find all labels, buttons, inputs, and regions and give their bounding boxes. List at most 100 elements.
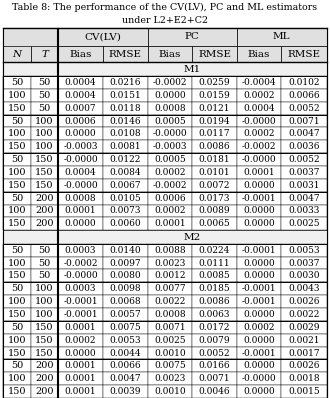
Text: -0.0001: -0.0001	[242, 284, 277, 293]
Bar	[31, 359, 58, 372]
Bar	[103, 46, 148, 62]
Bar	[281, 244, 327, 257]
Text: -0.0001: -0.0001	[242, 349, 277, 357]
Text: 150: 150	[8, 349, 26, 357]
Bar	[3, 179, 31, 192]
Bar	[31, 46, 58, 62]
Bar	[3, 89, 31, 102]
Text: 0.0033: 0.0033	[288, 207, 320, 215]
Text: RMSE: RMSE	[109, 50, 142, 59]
Bar	[281, 321, 327, 334]
Bar	[281, 192, 327, 205]
Bar	[237, 347, 281, 359]
Bar	[58, 217, 103, 230]
Text: RMSE: RMSE	[198, 50, 231, 59]
Bar	[237, 257, 281, 269]
Text: 0.0002: 0.0002	[243, 129, 275, 139]
Bar	[281, 372, 327, 385]
Text: 0.0057: 0.0057	[109, 310, 141, 319]
Text: 0.0008: 0.0008	[154, 103, 186, 113]
Bar	[58, 140, 103, 153]
Bar	[58, 372, 103, 385]
Bar	[148, 46, 192, 62]
Bar	[3, 217, 31, 230]
Bar	[237, 192, 281, 205]
Bar	[281, 347, 327, 359]
Text: 150: 150	[35, 336, 54, 345]
Text: 0.0066: 0.0066	[288, 91, 320, 100]
Text: 0.0067: 0.0067	[110, 181, 141, 190]
Bar	[31, 282, 58, 295]
Bar	[148, 179, 192, 192]
Bar	[3, 28, 58, 62]
Bar	[58, 205, 103, 217]
Bar	[3, 385, 31, 398]
Text: -0.0001: -0.0001	[63, 297, 98, 306]
Bar	[58, 282, 103, 295]
Text: 0.0166: 0.0166	[199, 361, 230, 371]
Bar	[3, 76, 31, 89]
Text: 150: 150	[8, 181, 26, 190]
Text: 0.0000: 0.0000	[243, 207, 275, 215]
Bar	[103, 308, 148, 321]
Bar	[148, 115, 192, 127]
Bar	[148, 244, 192, 257]
Text: 0.0031: 0.0031	[288, 181, 320, 190]
Text: 150: 150	[35, 323, 54, 332]
Text: 200: 200	[35, 193, 54, 203]
Text: 0.0111: 0.0111	[199, 259, 230, 267]
Text: 0.0000: 0.0000	[243, 219, 275, 228]
Text: 100: 100	[8, 168, 26, 177]
Text: 0.0151: 0.0151	[109, 91, 141, 100]
Bar	[3, 295, 31, 308]
Text: 0.0000: 0.0000	[243, 310, 275, 319]
Bar	[103, 334, 148, 347]
Bar	[58, 166, 103, 179]
Bar	[31, 257, 58, 269]
Bar	[148, 269, 192, 282]
Text: 0.0000: 0.0000	[243, 271, 275, 281]
Bar	[3, 257, 31, 269]
Text: 150: 150	[35, 155, 54, 164]
Text: 0.0003: 0.0003	[65, 284, 96, 293]
Bar	[237, 385, 281, 398]
Bar	[31, 269, 58, 282]
Text: 0.0002: 0.0002	[154, 168, 185, 177]
Bar	[31, 308, 58, 321]
Bar	[237, 244, 281, 257]
Text: -0.0001: -0.0001	[242, 297, 277, 306]
Bar	[103, 166, 148, 179]
Bar	[31, 244, 58, 257]
Bar	[192, 372, 237, 385]
Text: -0.0002: -0.0002	[152, 78, 187, 87]
Text: 0.0001: 0.0001	[65, 374, 96, 383]
Bar	[103, 257, 148, 269]
Bar	[237, 269, 281, 282]
Text: 0.0010: 0.0010	[154, 349, 186, 357]
Text: 0.0000: 0.0000	[243, 259, 275, 267]
Bar	[31, 205, 58, 217]
Text: 0.0006: 0.0006	[65, 117, 96, 125]
Bar	[3, 230, 327, 244]
Bar	[58, 89, 103, 102]
Bar	[58, 295, 103, 308]
Text: 150: 150	[8, 219, 26, 228]
Bar	[192, 385, 237, 398]
Bar	[58, 179, 103, 192]
Bar	[31, 166, 58, 179]
Text: Table 8: The performance of the CV(LV), PC and ML estimators: Table 8: The performance of the CV(LV), …	[13, 2, 317, 12]
Bar	[103, 102, 148, 115]
Text: 50: 50	[11, 117, 23, 125]
Bar	[58, 334, 103, 347]
Bar	[31, 76, 58, 89]
Bar	[58, 102, 103, 115]
Text: 0.0007: 0.0007	[65, 103, 96, 113]
Text: 0.0025: 0.0025	[154, 336, 186, 345]
Text: -0.0000: -0.0000	[242, 374, 277, 383]
Text: 0.0036: 0.0036	[288, 142, 320, 151]
Text: 50: 50	[38, 271, 51, 281]
Text: 0.0047: 0.0047	[288, 129, 320, 139]
Bar	[3, 166, 31, 179]
Text: 0.0046: 0.0046	[199, 387, 230, 396]
Bar	[31, 179, 58, 192]
